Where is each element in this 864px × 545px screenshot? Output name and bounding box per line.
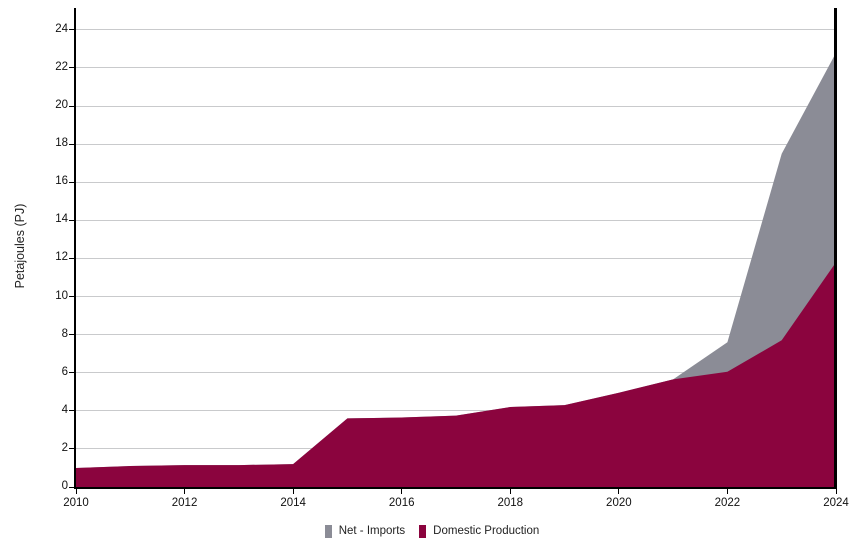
legend-swatch	[324, 524, 332, 538]
y-tick-16	[69, 181, 74, 183]
x-tick-2022	[726, 489, 728, 494]
gridline-y-12	[76, 257, 836, 259]
x-tick-2018	[509, 489, 511, 494]
gridline-y-22	[76, 67, 836, 69]
y-tick-8	[69, 334, 74, 336]
gridline-y-8	[76, 334, 836, 336]
y-tick-18	[69, 143, 74, 145]
gridline-y-24	[76, 29, 836, 31]
x-tick-label-2016: 2016	[388, 497, 415, 509]
x-tick-2020	[618, 489, 620, 494]
y-tick-6	[69, 372, 74, 374]
legend-item-net-imports: Net - Imports	[324, 524, 406, 538]
legend-label: Domestic Production	[433, 525, 540, 537]
plot-area: 0 2 4 6 8 10 12 14 16 18 20 22 24 2010 2012 2014 2016 20…	[55, 8, 849, 509]
y-tick-2	[69, 448, 74, 450]
stacked-area-series	[76, 52, 836, 487]
legend-item-domestic-production: Domestic Production	[419, 524, 540, 538]
area-domestic-production	[76, 262, 836, 487]
y-tick-label-16: 16	[55, 175, 68, 188]
legend: Net - Imports Domestic Production	[0, 523, 864, 539]
y-tick-14	[69, 219, 74, 221]
x-tick-label-2010: 2010	[63, 497, 89, 509]
x-axis-line	[74, 487, 837, 489]
x-tick-label-2018: 2018	[497, 497, 524, 509]
gridline-y-16	[76, 181, 836, 183]
y-tick-label-10: 10	[55, 289, 68, 302]
vertical-marker-2024	[834, 8, 837, 487]
gridline-y-18	[76, 143, 836, 145]
y-axis-title: Petajoules (PJ)	[13, 203, 27, 289]
y-tick-label-14: 14	[55, 213, 68, 226]
y-tick-label-24: 24	[55, 22, 68, 35]
x-tick-label-2012: 2012	[171, 497, 198, 509]
y-axis-line	[74, 8, 76, 489]
x-tick-2014	[292, 489, 294, 494]
y-tick-24	[69, 29, 74, 31]
x-tick-2012	[184, 489, 186, 494]
y-tick-label-4: 4	[61, 403, 68, 416]
y-tick-12	[69, 257, 74, 259]
x-tick-2016	[401, 489, 403, 494]
legend-swatch	[419, 524, 427, 538]
y-tick-label-2: 2	[61, 441, 68, 454]
gridline-y-10	[76, 296, 836, 298]
y-tick-10	[69, 296, 74, 298]
y-tick-label-18: 18	[55, 137, 68, 150]
gridline-y-20	[76, 105, 836, 107]
gridline-y-14	[76, 219, 836, 221]
y-tick-4	[69, 410, 74, 412]
y-tick-0	[69, 486, 74, 488]
gridline-y-4	[76, 410, 836, 412]
x-tick-2024	[835, 489, 837, 494]
y-tick-label-6: 6	[61, 365, 68, 378]
y-tick-label-20: 20	[55, 99, 68, 112]
legend-label: Net - Imports	[338, 525, 406, 537]
y-tick-label-0: 0	[61, 480, 68, 492]
x-tick-label-2020: 2020	[606, 497, 632, 509]
x-tick-label-2024: 2024	[823, 497, 849, 509]
y-tick-20	[69, 105, 74, 107]
x-tick-2010	[75, 489, 77, 494]
gridline-y-6	[76, 372, 836, 374]
y-tick-label-8: 8	[61, 327, 68, 340]
y-tick-label-12: 12	[55, 251, 68, 264]
x-tick-label-2014: 2014	[280, 497, 306, 509]
y-tick-22	[69, 67, 74, 69]
y-tick-label-22: 22	[55, 60, 68, 73]
x-tick-label-2022: 2022	[714, 497, 741, 509]
